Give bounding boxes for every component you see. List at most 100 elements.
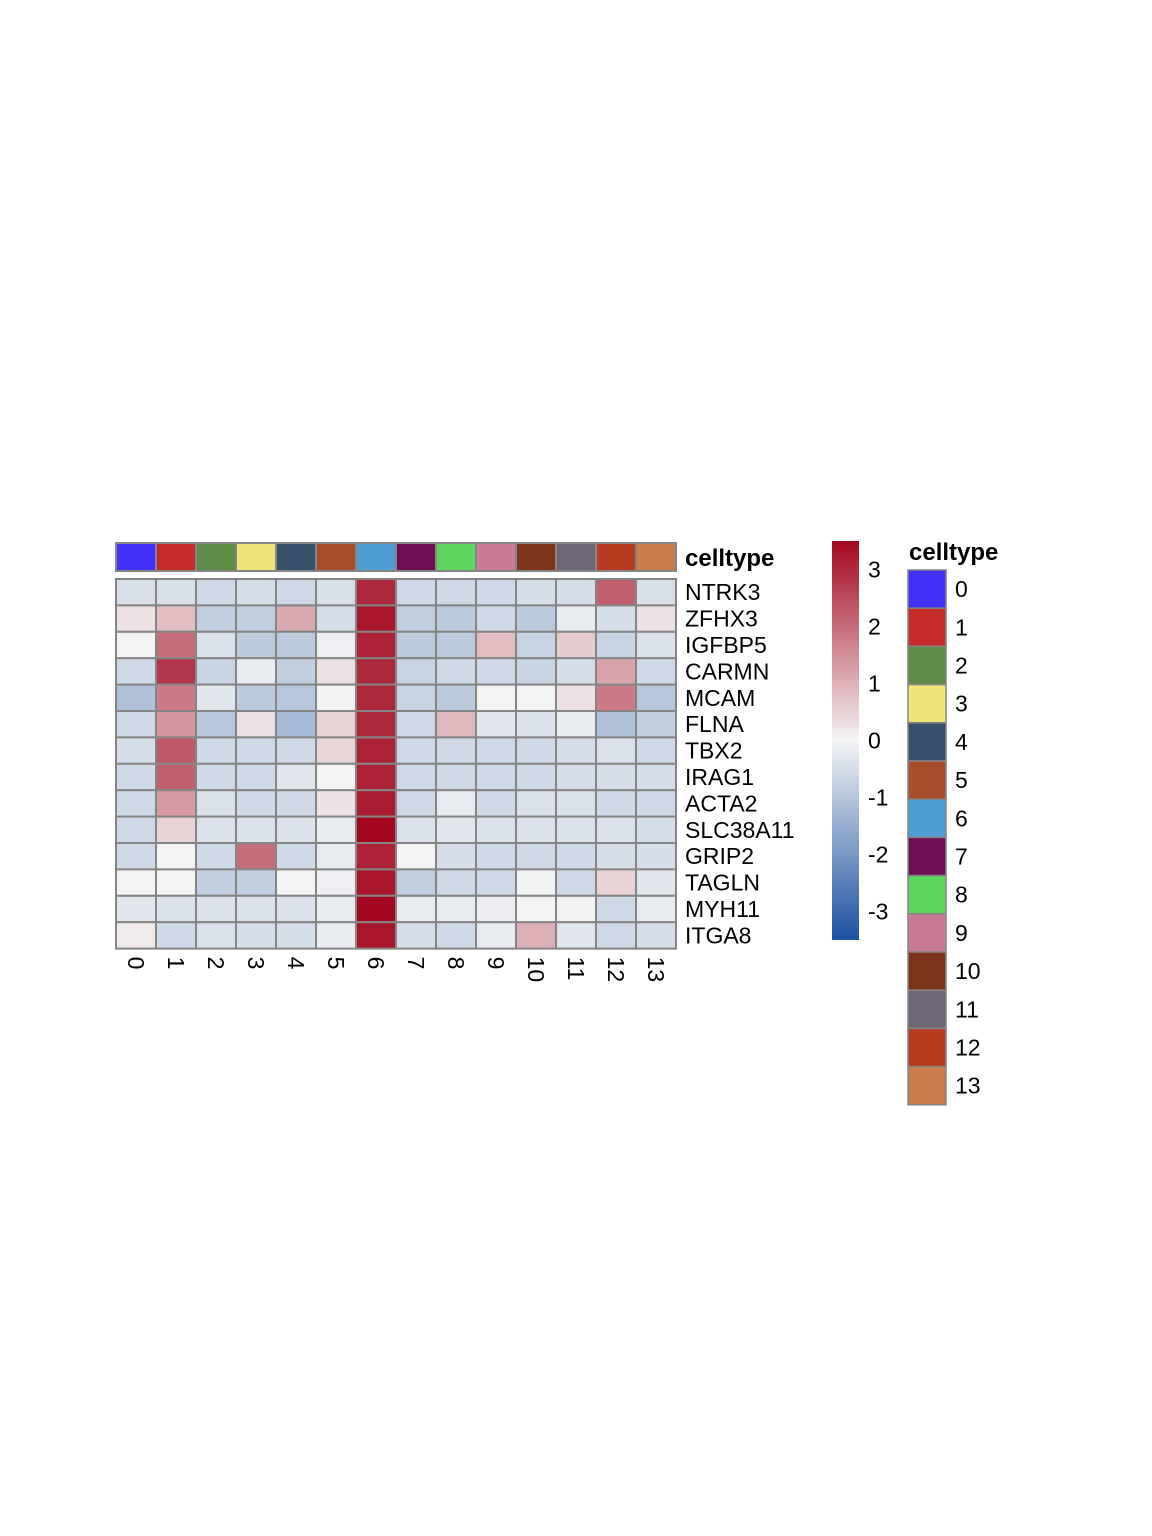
- heatmap-cell: [555, 578, 597, 607]
- heatmap-cell: [115, 604, 157, 633]
- heatmap-cell: [195, 842, 237, 871]
- colorbar-tick-label: 1: [868, 671, 881, 697]
- heatmap-cell: [595, 894, 637, 924]
- legend-title: celltype: [909, 539, 998, 566]
- heatmap-cell: [275, 762, 317, 792]
- heatmap-cell: [595, 868, 637, 897]
- column-label: 10: [523, 957, 549, 983]
- heatmap-cell: [155, 604, 197, 633]
- heatmap-cell: [315, 736, 357, 765]
- heatmap-cell: [555, 630, 597, 660]
- heatmap-cell: [515, 710, 557, 739]
- heatmap-cell: [435, 868, 477, 897]
- heatmap-cell: [515, 604, 557, 633]
- heatmap-cell: [435, 710, 477, 739]
- heatmap-cell: [275, 683, 317, 712]
- heatmap-cell: [315, 762, 357, 792]
- heatmap-cell: [115, 578, 157, 607]
- legend-swatch: [907, 1065, 947, 1106]
- annotation-cell-8: [435, 542, 477, 572]
- heatmap-cell: [235, 921, 277, 950]
- heatmap-cell: [155, 736, 197, 765]
- legend-label: 1: [955, 614, 968, 640]
- heatmap-cell: [595, 710, 637, 739]
- legend-swatch: [907, 569, 947, 609]
- heatmap-cell: [355, 657, 397, 686]
- heatmap-cell: [275, 630, 317, 660]
- heatmap-cell: [355, 736, 397, 765]
- heatmap-cell: [635, 921, 677, 950]
- heatmap-cell: [475, 710, 517, 739]
- heatmap-cell: [195, 894, 237, 924]
- heatmap-cell: [435, 815, 477, 844]
- column-label: 9: [483, 957, 509, 970]
- heatmap-cell: [275, 921, 317, 950]
- legend-swatch: [907, 989, 947, 1030]
- heatmap-cell: [115, 894, 157, 924]
- annotation-cell-7: [395, 542, 437, 572]
- heatmap-cell: [555, 921, 597, 950]
- heatmap-cell: [635, 868, 677, 897]
- heatmap-cell: [355, 789, 397, 818]
- heatmap-cell: [315, 657, 357, 686]
- colorbar-tick-label: 0: [868, 728, 881, 754]
- heatmap-cell: [475, 815, 517, 844]
- heatmap-cell: [635, 710, 677, 739]
- heatmap-cell: [595, 683, 637, 712]
- heatmap-cell: [395, 894, 437, 924]
- heatmap-cell: [635, 736, 677, 765]
- heatmap-cell: [315, 604, 357, 633]
- heatmap-cell: [235, 630, 277, 660]
- colorbar-ticks: 3 2 1 0 -1 -2 -3: [868, 557, 888, 925]
- heatmap-cell: [635, 578, 677, 607]
- annotation-cell-2: [195, 542, 237, 572]
- heatmap-cell: [475, 683, 517, 712]
- annotation-title: celltype: [685, 545, 774, 572]
- heatmap-cell: [275, 657, 317, 686]
- heatmap-cell: [395, 604, 437, 633]
- heatmap-cell: [515, 894, 557, 924]
- legend-label: 3: [955, 691, 968, 717]
- heatmap-cell: [595, 842, 637, 871]
- legend-label: 2: [955, 653, 968, 679]
- legend-swatch: [907, 607, 947, 648]
- heatmap-cell: [635, 683, 677, 712]
- heatmap-cell: [475, 736, 517, 765]
- heatmap-cell: [155, 789, 197, 818]
- row-label: IGFBP5: [685, 632, 767, 658]
- heatmap-cell: [395, 630, 437, 660]
- heatmap-cell: [555, 683, 597, 712]
- row-label: CARMN: [685, 658, 769, 684]
- heatmap-cell: [475, 842, 517, 871]
- heatmap-cell: [155, 921, 197, 950]
- heatmap-cell: [555, 868, 597, 897]
- row-label: FLNA: [685, 711, 744, 737]
- legend-swatch: [907, 683, 947, 724]
- row-label: TAGLN: [685, 870, 760, 896]
- heatmap-cell: [635, 894, 677, 924]
- row-labels: NTRK3ZFHX3IGFBP5CARMNMCAMFLNATBX2IRAG1AC…: [685, 579, 795, 948]
- heatmap-cell: [555, 815, 597, 844]
- heatmap-cell: [315, 921, 357, 950]
- heatmap-cell: [515, 868, 557, 897]
- legend-label: 13: [955, 1073, 981, 1099]
- heatmap-cell: [235, 815, 277, 844]
- heatmap-cell: [235, 710, 277, 739]
- colorbar-tick-label: -2: [868, 842, 888, 868]
- row-label: MYH11: [685, 896, 760, 922]
- heatmap-cell: [315, 789, 357, 818]
- column-label: 1: [163, 957, 189, 970]
- heatmap-cell: [155, 842, 197, 871]
- row-label: NTRK3: [685, 579, 760, 605]
- annotation-cell-6: [355, 542, 397, 572]
- heatmap-cell: [195, 762, 237, 792]
- heatmap-cell: [635, 762, 677, 792]
- row-label: ZFHX3: [685, 606, 758, 632]
- heatmap-cell: [555, 789, 597, 818]
- heatmap-cell: [115, 921, 157, 950]
- heatmap-cell: [195, 630, 237, 660]
- heatmap-cell: [155, 815, 197, 844]
- heatmap-cell: [115, 789, 157, 818]
- column-label: 6: [363, 957, 389, 970]
